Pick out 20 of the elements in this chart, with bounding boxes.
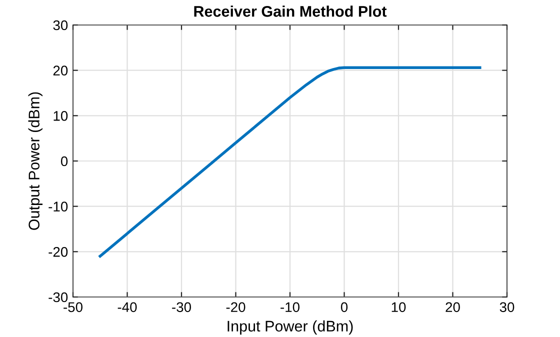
- x-tick-label: 10: [392, 302, 406, 312]
- x-tick-label: 0: [340, 302, 348, 312]
- x-axis-title: Input Power (dBm): [228, 320, 353, 335]
- x-tick-label: -20: [226, 302, 246, 312]
- y-tick-label: -30: [48, 292, 68, 302]
- y-tick-label: 0: [60, 156, 68, 166]
- y-tick-label: 10: [54, 111, 68, 121]
- x-tick-label: -30: [172, 302, 191, 312]
- chart-title: Receiver Gain Method Plot: [194, 6, 387, 17]
- x-tick-label: 30: [500, 302, 514, 312]
- line-series: [98, 66, 482, 258]
- x-tick-label: -40: [118, 302, 137, 312]
- x-tick-label: -50: [64, 302, 82, 312]
- y-tick-label: -20: [48, 247, 68, 257]
- x-tick-label: -10: [280, 302, 300, 312]
- y-tick-label: 20: [53, 66, 68, 76]
- x-tick-label: 20: [446, 302, 460, 312]
- y-axis-title: Output Power (dBm): [28, 92, 43, 230]
- y-tick-label: -10: [48, 202, 68, 212]
- y-tick-label: 30: [53, 20, 68, 30]
